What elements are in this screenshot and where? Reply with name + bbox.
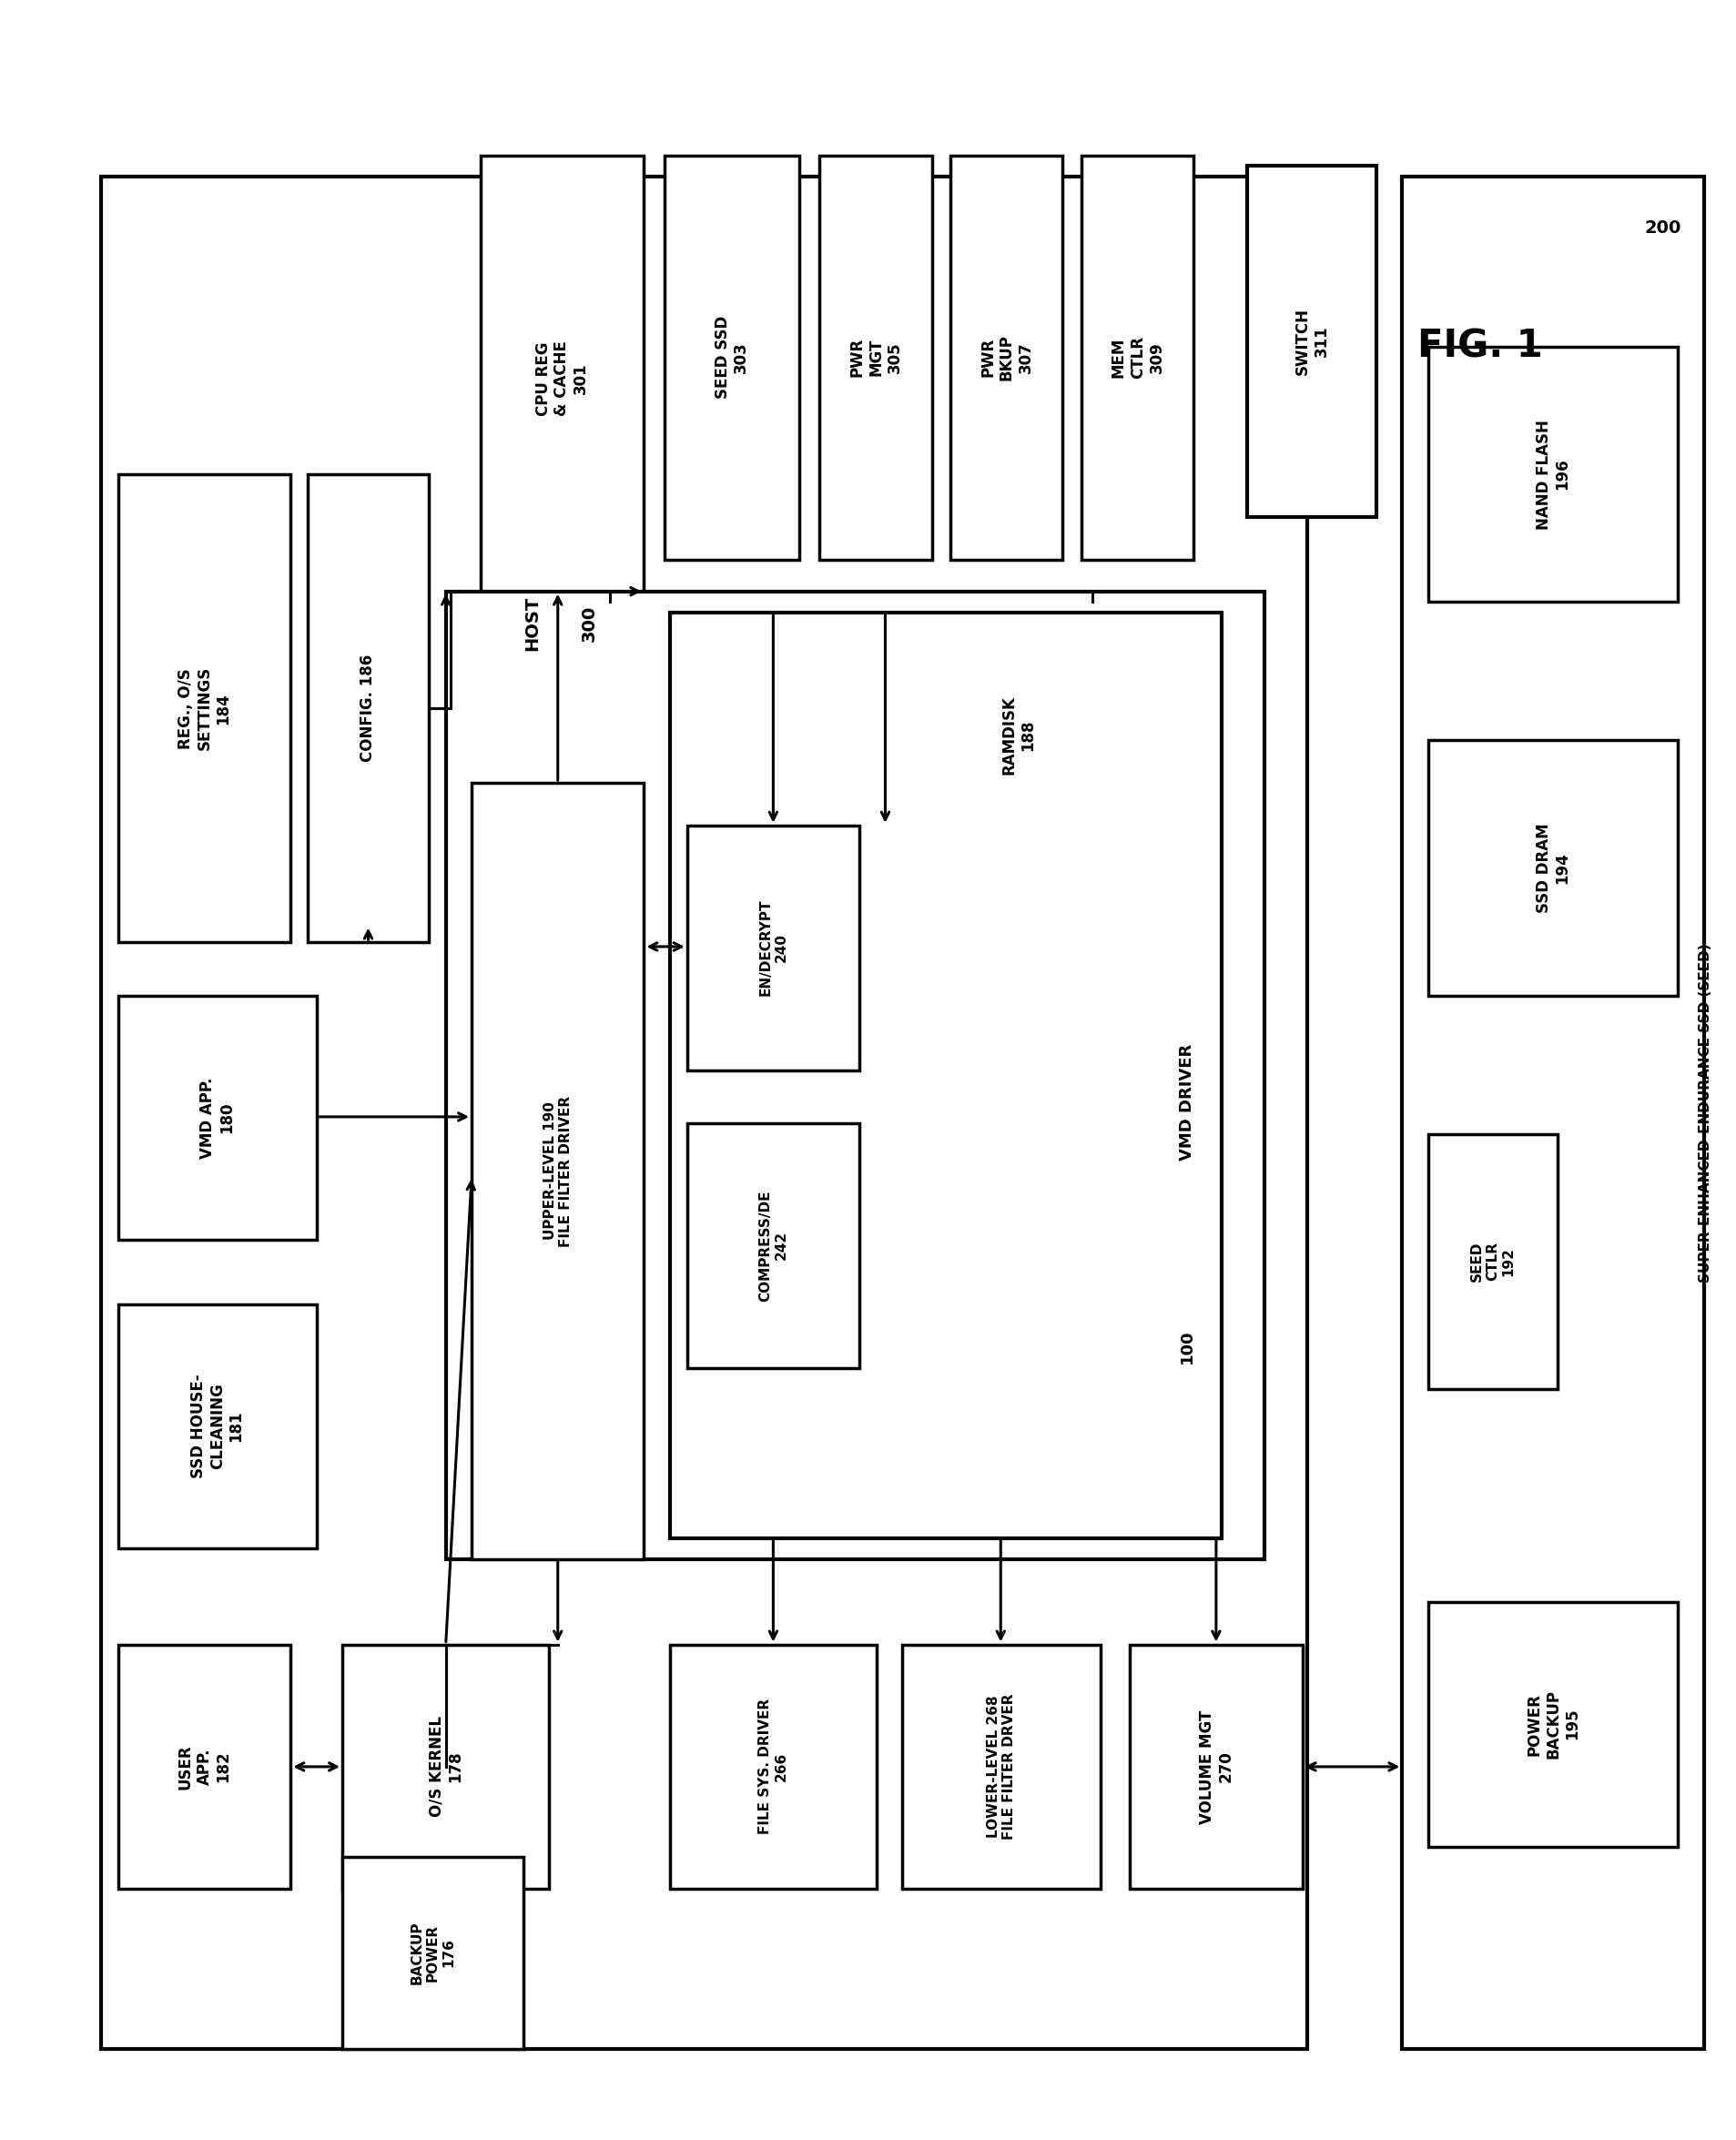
Text: SUPER-ENHANCED-ENDURANCE SSD (SEED): SUPER-ENHANCED-ENDURANCE SSD (SEED) [1700, 944, 1712, 1282]
Text: 200: 200 [1644, 218, 1682, 235]
Text: PWR
MGT
305: PWR MGT 305 [849, 338, 903, 377]
Bar [342, 1858, 523, 2048]
Bar [118, 475, 290, 942]
Bar [670, 1644, 877, 1890]
Text: BACKUP
POWER
176: BACKUP POWER 176 [410, 1922, 455, 1984]
Text: CPU REG
& CACHE
301: CPU REG & CACHE 301 [535, 340, 589, 417]
Bar [446, 591, 1264, 1560]
Text: POWER
BACKUP
195: POWER BACKUP 195 [1526, 1691, 1580, 1759]
Text: SEED SSD
303: SEED SSD 303 [713, 317, 750, 398]
Text: LOWER-LEVEL 268
FILE FILTER DRVER: LOWER-LEVEL 268 FILE FILTER DRVER [986, 1693, 1016, 1840]
Bar [101, 175, 1307, 2048]
Bar [903, 1644, 1101, 1890]
Bar [118, 1644, 290, 1890]
Bar [670, 612, 1222, 1539]
Bar [1130, 1644, 1302, 1890]
Bar [1429, 1603, 1679, 1847]
Bar [819, 156, 932, 559]
Bar [929, 612, 1109, 858]
Text: CONFIG. 186: CONFIG. 186 [359, 655, 377, 762]
Text: FILE SYS. DRIVER
266: FILE SYS. DRIVER 266 [759, 1699, 788, 1834]
Bar [1429, 347, 1679, 601]
Text: NAND FLASH
196: NAND FLASH 196 [1535, 419, 1571, 529]
Text: SWITCH
311: SWITCH 311 [1293, 308, 1330, 374]
Bar [665, 156, 799, 559]
Bar [1246, 167, 1377, 518]
Bar [118, 1303, 316, 1549]
Bar [1429, 740, 1679, 995]
Text: SSD DRAM
194: SSD DRAM 194 [1535, 824, 1571, 914]
Text: VMD DRIVER: VMD DRIVER [1179, 1044, 1194, 1160]
Text: UPPER-LEVEL 190
FILE FILTER DRIVER: UPPER-LEVEL 190 FILE FILTER DRIVER [543, 1096, 573, 1248]
Bar [687, 1124, 859, 1367]
Text: PWR
BKUP
307: PWR BKUP 307 [979, 334, 1035, 381]
Text: REG., O/S
SETTINGS
184: REG., O/S SETTINGS 184 [177, 666, 231, 751]
Bar [472, 783, 644, 1560]
Text: COMPRESS/DE
242: COMPRESS/DE 242 [759, 1190, 788, 1301]
Text: FIG. 1: FIG. 1 [1417, 327, 1543, 366]
Bar [481, 156, 644, 601]
Text: VMD APP.
180: VMD APP. 180 [200, 1076, 234, 1158]
Text: USER
APP.
182: USER APP. 182 [177, 1744, 231, 1789]
Text: MEM
CTLR
309: MEM CTLR 309 [1111, 336, 1165, 379]
Bar [118, 995, 316, 1241]
Bar [687, 826, 859, 1070]
Text: EN/DECRYPT
240: EN/DECRYPT 240 [759, 899, 788, 995]
Bar [951, 156, 1062, 559]
Bar [1403, 175, 1703, 2048]
Text: RAMDISK
188: RAMDISK 188 [1002, 696, 1036, 775]
Bar [1429, 1134, 1557, 1389]
Text: HOST: HOST [523, 595, 540, 651]
Text: 100: 100 [1179, 1329, 1194, 1363]
Text: SEED
CTLR
192: SEED CTLR 192 [1470, 1241, 1516, 1282]
Text: 300: 300 [580, 606, 597, 642]
Bar [307, 475, 429, 942]
Bar [342, 1644, 549, 1890]
Text: VOLUME MGT
270: VOLUME MGT 270 [1198, 1710, 1234, 1823]
Text: SSD HOUSE-
CLEANING
181: SSD HOUSE- CLEANING 181 [191, 1374, 245, 1479]
Bar [1082, 156, 1194, 559]
Text: O/S KERNEL
178: O/S KERNEL 178 [429, 1716, 464, 1817]
